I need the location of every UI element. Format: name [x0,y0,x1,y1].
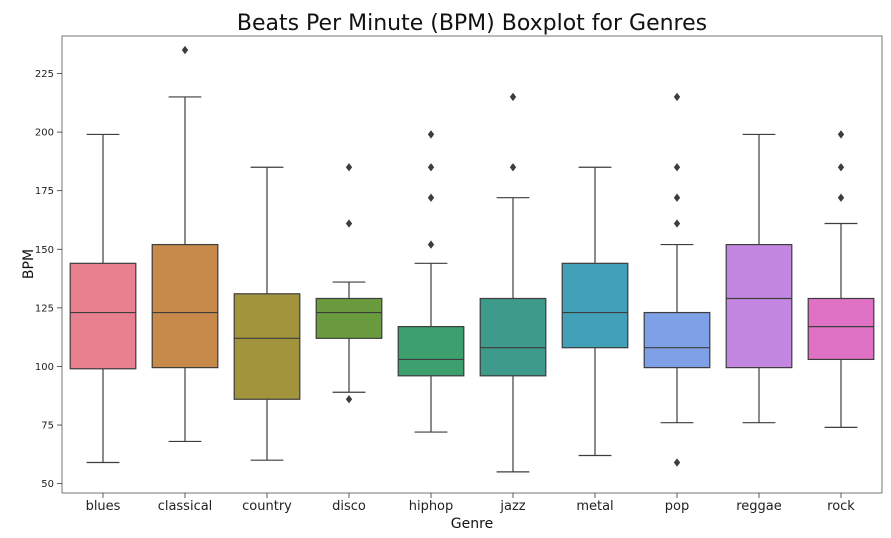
x-tick-label-pop: pop [665,499,689,514]
y-tick-label: 100 [35,362,54,373]
outlier-point [427,193,435,202]
box-group-blues [69,133,137,464]
box-group-reggae [725,133,793,424]
x-tick-label-jazz: jazz [499,499,525,514]
outlier-point [673,193,681,202]
y-axis-label: BPM [21,249,37,279]
outlier-point [345,219,353,228]
y-tick-label: 75 [41,421,54,432]
iqr-box [807,297,875,361]
outlier-point [509,92,517,102]
outlier-point [427,130,435,139]
x-tick-label-hiphop: hiphop [409,499,454,514]
chart-title: Beats Per Minute (BPM) Boxplot for Genre… [237,11,707,36]
box-group-jazz [479,92,547,473]
x-tick-label-disco: disco [332,499,366,514]
box-group-country [233,166,301,461]
iqr-box [69,262,137,370]
iqr-box [315,297,383,339]
outlier-point [345,395,353,404]
outlier-point [673,163,681,172]
y-tick-label: 150 [35,245,54,256]
box-group-hiphop [397,130,465,433]
iqr-box [233,293,301,400]
x-tick-label-rock: rock [827,499,855,514]
outlier-point [673,92,681,102]
outlier-point [837,130,845,139]
outlier-point [181,45,189,55]
iqr-box [561,262,629,349]
x-tick-label-country: country [242,499,292,514]
x-tick-label-classical: classical [158,499,213,514]
outlier-point [509,163,517,172]
box-group-metal [561,166,629,457]
iqr-box [479,297,547,377]
outlier-point [673,219,681,228]
x-axis-label: Genre [451,516,493,532]
box-group-disco [315,163,383,404]
y-tick-label: 175 [35,186,54,197]
outlier-point [427,240,435,249]
outlier-point [345,163,353,172]
outlier-point [837,163,845,172]
box-group-classical [151,45,219,443]
x-tick-label-blues: blues [86,499,121,514]
plot-frame [61,35,883,494]
x-tick-label-reggae: reggae [736,499,782,514]
box-group-pop [643,92,711,467]
plot-area: 50 75 100 125 150 175 200 225 blues classical coun… [35,35,883,514]
iqr-box [725,243,793,369]
box-group-rock [807,130,875,428]
iqr-box [397,326,465,377]
y-tick-label: 125 [35,303,54,314]
y-tick-label: 225 [35,69,54,80]
outlier-point [427,163,435,172]
x-tick-label-metal: metal [576,499,613,514]
iqr-box [643,311,711,369]
y-tick-label: 200 [35,128,54,139]
outlier-point [837,193,845,202]
outlier-point [673,458,681,467]
y-tick-label: 50 [41,479,54,490]
iqr-box [151,243,219,369]
